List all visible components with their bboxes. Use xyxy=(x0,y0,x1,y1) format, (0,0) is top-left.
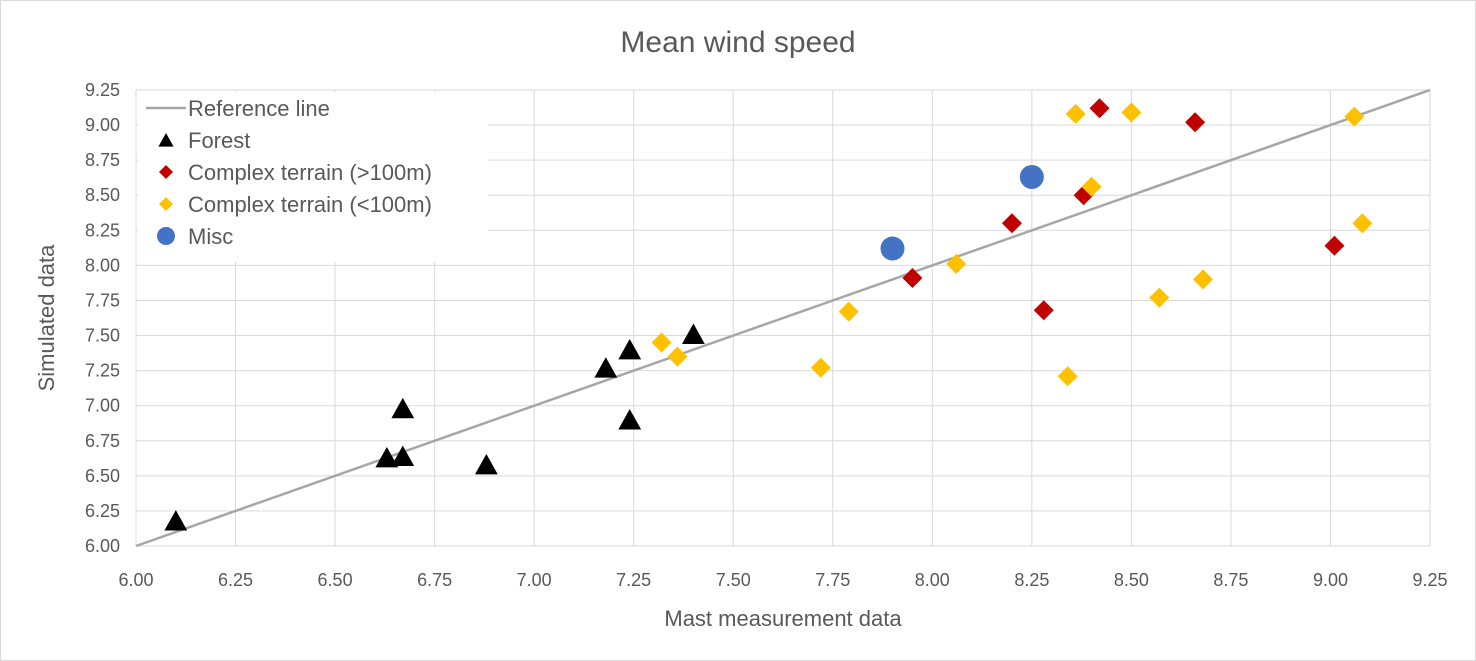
chart-title: Mean wind speed xyxy=(620,26,855,59)
data-points xyxy=(164,98,1373,531)
data-point xyxy=(1193,269,1214,290)
data-point xyxy=(618,409,642,430)
y-tick-label: 7.75 xyxy=(85,290,120,310)
y-tick-label: 6.00 xyxy=(85,536,120,556)
data-point xyxy=(1065,103,1086,124)
y-tick-label: 9.25 xyxy=(85,80,120,100)
data-point xyxy=(164,510,188,531)
x-tick-label: 6.00 xyxy=(118,570,153,590)
legend-background xyxy=(138,92,488,262)
data-point xyxy=(1019,164,1044,189)
data-point xyxy=(880,236,905,261)
y-tick-label: 7.50 xyxy=(85,326,120,346)
data-point xyxy=(1352,213,1373,234)
y-tick-label: 8.00 xyxy=(85,255,120,275)
data-point xyxy=(618,338,642,360)
x-tick-label: 8.00 xyxy=(915,570,950,590)
reference-line xyxy=(135,88,1431,548)
data-point xyxy=(1324,235,1345,256)
data-point xyxy=(391,397,415,419)
data-point xyxy=(838,301,859,322)
x-tick-label: 8.25 xyxy=(1014,570,1049,590)
data-point xyxy=(1185,112,1206,133)
legend-label: Misc xyxy=(188,224,233,249)
y-axis-title: Simulated data xyxy=(34,244,59,392)
y-tick-label: 7.25 xyxy=(85,361,120,381)
x-tick-label: 7.75 xyxy=(815,570,850,590)
data-point xyxy=(946,253,967,274)
x-tick-label: 8.75 xyxy=(1213,570,1248,590)
data-point xyxy=(682,323,705,344)
data-point xyxy=(1344,106,1365,127)
data-point xyxy=(1149,287,1170,308)
legend-label: Reference line xyxy=(188,96,330,121)
x-tick-label: 6.75 xyxy=(417,570,452,590)
data-point xyxy=(667,346,688,367)
legend-marker xyxy=(158,133,174,147)
x-tick-label: 6.50 xyxy=(318,570,353,590)
data-point xyxy=(375,447,399,468)
x-tick-label: 6.25 xyxy=(218,570,253,590)
legend-marker xyxy=(159,197,173,211)
data-point xyxy=(1081,176,1102,197)
y-axis-tick-labels: 6.00 6.25 6.50 6.75 7.00 7.25 7.50 7.75 8.00 8.25… xyxy=(85,80,120,556)
data-point xyxy=(474,454,498,475)
x-tick-label: 8.50 xyxy=(1114,570,1149,590)
y-tick-label: 9.00 xyxy=(85,115,120,135)
x-tick-label: 9.25 xyxy=(1412,570,1447,590)
legend-marker xyxy=(157,227,175,245)
y-tick-label: 8.50 xyxy=(85,185,120,205)
legend: Reference line Forest Complex terrain (>10… xyxy=(138,92,488,262)
y-tick-label: 6.25 xyxy=(85,501,120,521)
y-tick-label: 8.25 xyxy=(85,220,120,240)
data-point xyxy=(594,357,618,378)
y-tick-label: 7.00 xyxy=(85,396,120,416)
data-point xyxy=(391,445,415,467)
y-tick-label: 6.75 xyxy=(85,431,120,451)
x-tick-label: 9.00 xyxy=(1313,570,1348,590)
data-point xyxy=(902,268,923,289)
legend-label: Forest xyxy=(188,128,250,153)
y-tick-label: 8.75 xyxy=(85,150,120,170)
legend-marker xyxy=(159,165,173,179)
y-tick-label: 6.50 xyxy=(85,466,120,486)
legend-label: Complex terrain (<100m) xyxy=(188,192,432,217)
x-tick-label: 7.50 xyxy=(716,570,751,590)
data-point xyxy=(1057,366,1078,387)
data-point xyxy=(1089,98,1110,119)
legend-label: Complex terrain (>100m) xyxy=(188,160,432,185)
data-point xyxy=(1121,102,1142,123)
x-axis-tick-labels: 6.00 6.25 6.50 6.75 7.00 7.25 7.50 7.75 8.00 8.25… xyxy=(118,570,1447,590)
x-tick-label: 7.00 xyxy=(517,570,552,590)
data-point xyxy=(1001,213,1022,234)
data-point xyxy=(810,357,831,378)
data-point xyxy=(651,332,672,353)
x-tick-label: 7.25 xyxy=(616,570,651,590)
x-axis-title: Mast measurement data xyxy=(664,606,902,631)
data-point xyxy=(1033,300,1054,321)
